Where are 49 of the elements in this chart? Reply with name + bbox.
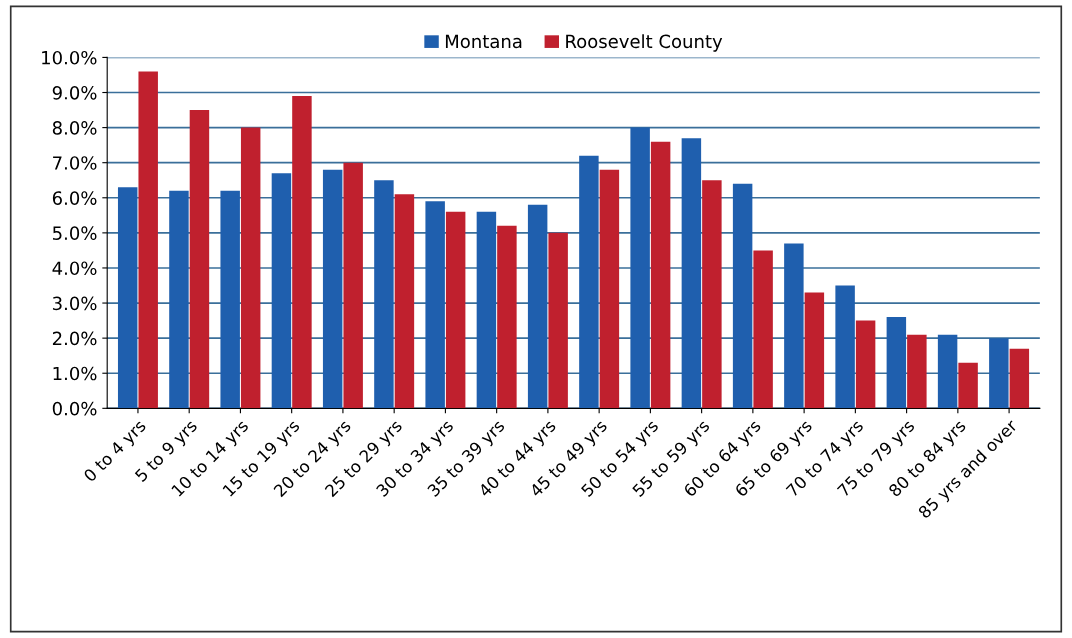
bar bbox=[907, 334, 927, 409]
y-tick-label: 10.0% bbox=[42, 50, 97, 65]
y-tick-label: 7.0% bbox=[53, 156, 97, 170]
bar bbox=[989, 338, 1009, 409]
bar bbox=[804, 292, 825, 409]
legend-label: Roosevelt County bbox=[566, 34, 723, 52]
y-tick-label: 8.0% bbox=[52, 121, 97, 135]
bar bbox=[732, 183, 753, 409]
bar bbox=[599, 169, 620, 409]
bar bbox=[1009, 348, 1030, 409]
bar bbox=[117, 187, 138, 409]
bar bbox=[292, 96, 312, 409]
bar bbox=[240, 127, 261, 409]
bar bbox=[958, 362, 978, 409]
bar bbox=[681, 138, 702, 409]
bar bbox=[548, 232, 568, 409]
bar bbox=[650, 141, 671, 409]
bar bbox=[189, 110, 210, 409]
bar bbox=[937, 334, 958, 409]
y-tick-label: 2.0% bbox=[52, 331, 97, 346]
bar bbox=[425, 201, 445, 409]
bar bbox=[702, 180, 722, 409]
bar bbox=[527, 204, 548, 409]
bar bbox=[630, 127, 650, 409]
legend-label: Montana bbox=[445, 34, 522, 49]
bar bbox=[138, 71, 158, 409]
y-tick-label: 1.0% bbox=[53, 366, 97, 381]
bar bbox=[886, 317, 907, 409]
bar bbox=[497, 225, 517, 409]
bar bbox=[322, 169, 343, 409]
bar bbox=[753, 250, 773, 409]
y-tick-label: 5.0% bbox=[53, 226, 97, 240]
bar bbox=[855, 320, 876, 409]
y-tick-label: 4.0% bbox=[52, 261, 97, 276]
y-tick-label: 3.0% bbox=[52, 296, 97, 311]
bar bbox=[445, 211, 466, 409]
bar bbox=[476, 211, 497, 409]
y-tick-label: 0.0% bbox=[52, 401, 97, 416]
bar bbox=[271, 173, 292, 409]
y-tick-label: 9.0% bbox=[52, 85, 97, 100]
bar bbox=[394, 194, 415, 409]
bar bbox=[835, 285, 855, 409]
bar bbox=[169, 190, 189, 409]
y-tick-label: 6.0% bbox=[52, 191, 97, 205]
bar bbox=[579, 155, 599, 409]
bar bbox=[343, 162, 363, 409]
bar bbox=[784, 243, 804, 409]
bar bbox=[374, 180, 394, 409]
bar bbox=[220, 190, 240, 409]
